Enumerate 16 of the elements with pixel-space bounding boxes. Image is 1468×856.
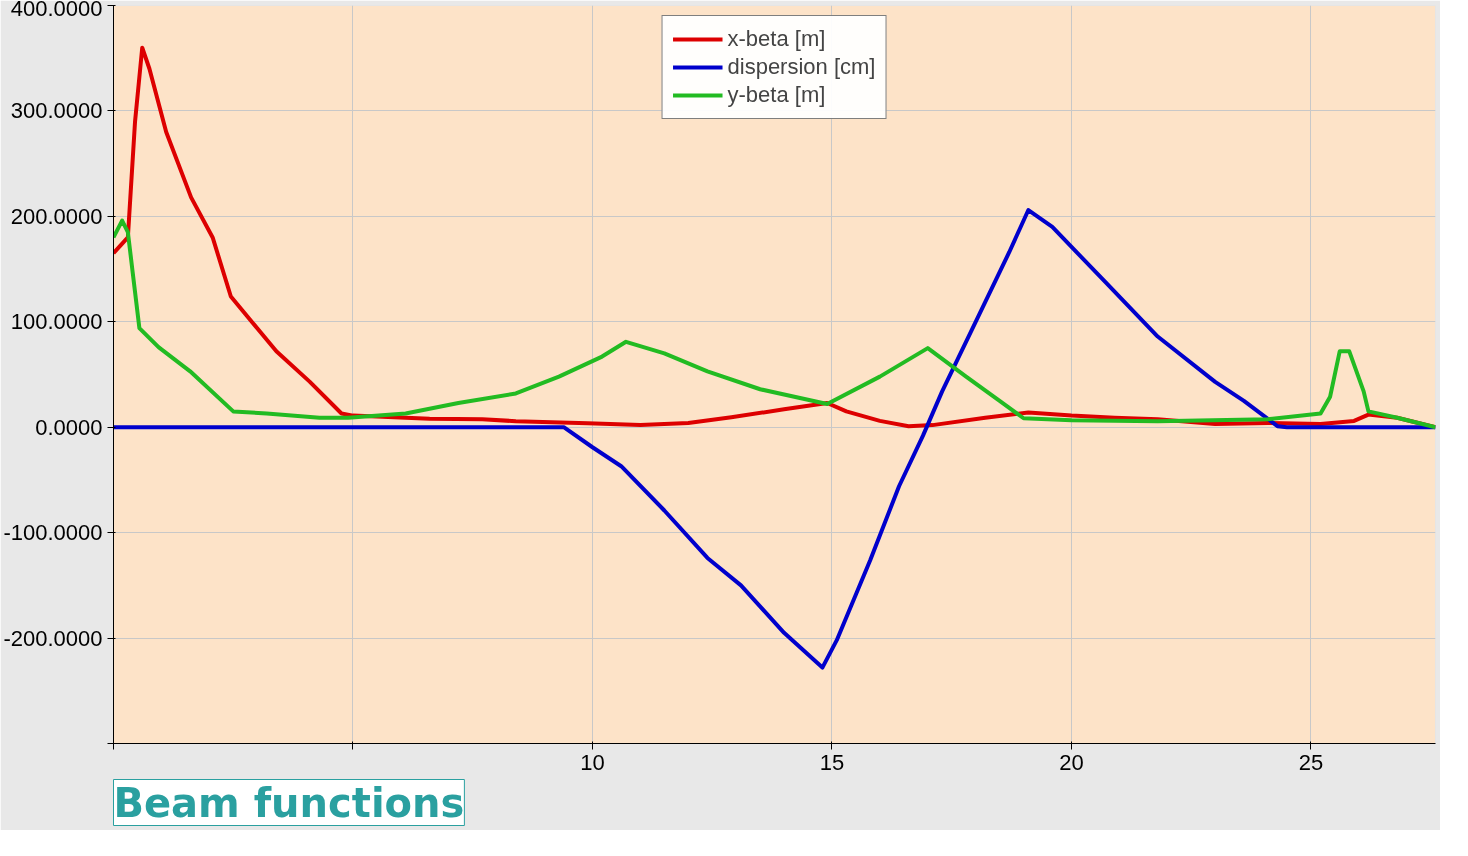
y-tick-label: 300.0000 [10,98,103,124]
legend-label: dispersion [cm] [727,54,876,80]
y-tick-label: 100.0000 [10,309,103,335]
text: Beam functions [113,779,465,826]
line-series [113,218,1436,430]
y-tick-label: -100.0000 [3,520,103,546]
x-tick-label: 10 [580,749,605,775]
x-tick-label: 20 [1059,749,1084,775]
y-tick-label: -200.0000 [3,625,103,651]
y-tick-label: 400.0000 [10,0,103,21]
y-tick-label: 0.0000 [35,414,103,440]
legend-label: x-beta [m] [727,26,826,52]
y-tick-label: 200.0000 [10,203,103,229]
legend-label: y-beta [m] [727,82,826,108]
x-tick-label: 25 [1298,749,1324,775]
x-tick-label: 15 [819,749,845,775]
